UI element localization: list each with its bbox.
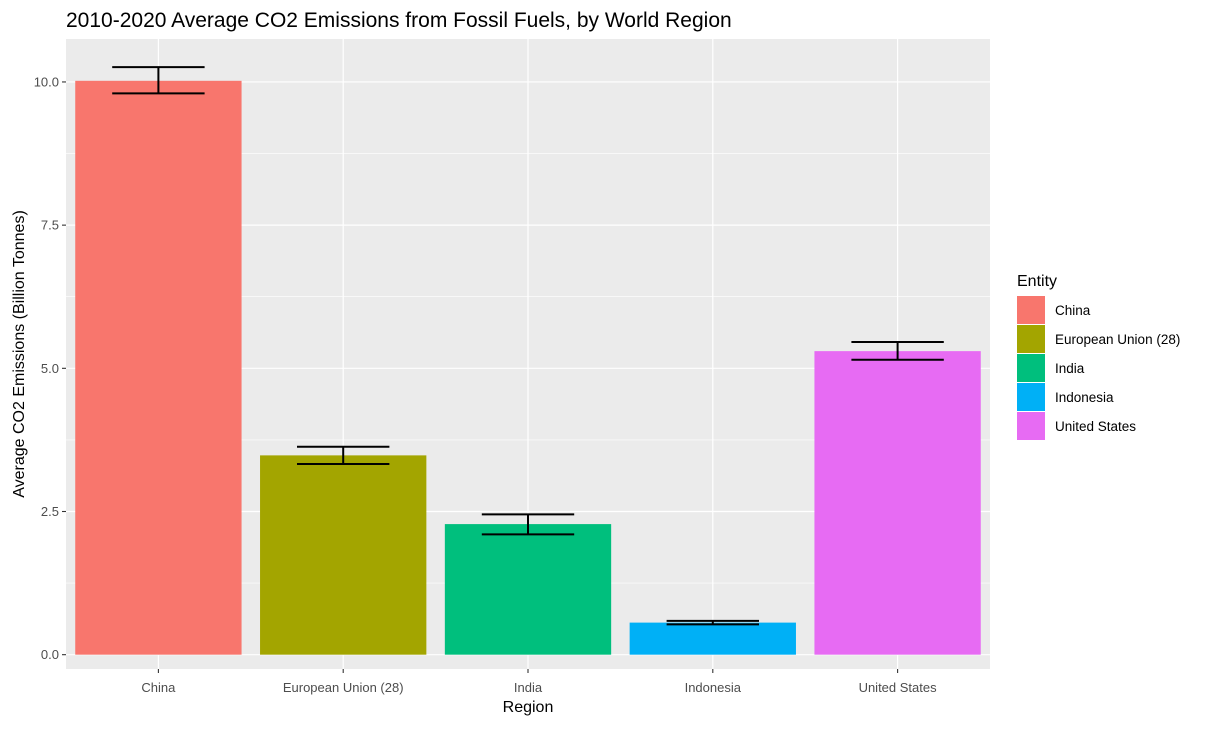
bar-india [444, 524, 612, 655]
y-tick-label: 10.0 [34, 74, 59, 89]
legend-item: Indonesia [1017, 383, 1114, 411]
x-axis-ticks: China European Union (28) India Indonesia Un… [141, 669, 937, 695]
y-tick-label: 5.0 [41, 361, 59, 376]
chart-title: 2010-2020 Average CO2 Emissions from Fos… [66, 9, 732, 32]
legend-swatch [1017, 383, 1045, 411]
bars [75, 80, 981, 655]
legend-item: China [1017, 296, 1091, 324]
legend-swatch [1017, 412, 1045, 440]
x-tick-label: India [514, 680, 543, 695]
y-tick-label: 7.5 [41, 218, 59, 233]
error-bars [112, 66, 944, 626]
legend-swatch [1017, 354, 1045, 382]
y-axis-title: Average CO2 Emissions (Billion Tonnes) [11, 210, 28, 498]
bar-china [75, 80, 242, 655]
error-bar [851, 340, 944, 361]
legend-swatch [1017, 325, 1045, 353]
error-bar [481, 513, 575, 536]
error-bar [666, 619, 759, 626]
legend-label: United States [1055, 419, 1136, 434]
legend-title: Entity [1017, 273, 1057, 290]
bar-indonesia [629, 622, 796, 655]
legend-label: India [1055, 361, 1085, 376]
legend-swatch [1017, 296, 1045, 324]
error-bar [297, 445, 390, 465]
y-axis-ticks: 0.0 2.5 5.0 7.5 10.0 [34, 74, 66, 662]
bar-united-states [814, 351, 981, 655]
x-tick-label: China [141, 680, 176, 695]
error-bar [112, 66, 205, 95]
y-tick-label: 0.0 [41, 647, 59, 662]
legend-label: China [1055, 303, 1091, 318]
legend: Entity China European Union (28) India Indo… [1017, 273, 1180, 440]
x-tick-label: European Union (28) [283, 680, 404, 695]
legend-item: United States [1017, 412, 1136, 440]
legend-item: India [1017, 354, 1085, 382]
x-axis-title: Region [503, 699, 554, 716]
x-tick-label: Indonesia [685, 680, 742, 695]
legend-label: European Union (28) [1055, 332, 1180, 347]
y-tick-label: 2.5 [41, 504, 59, 519]
legend-item: European Union (28) [1017, 325, 1180, 353]
x-tick-label: United States [859, 680, 938, 695]
bar-european-union-28 [260, 455, 427, 655]
legend-label: Indonesia [1055, 390, 1114, 405]
